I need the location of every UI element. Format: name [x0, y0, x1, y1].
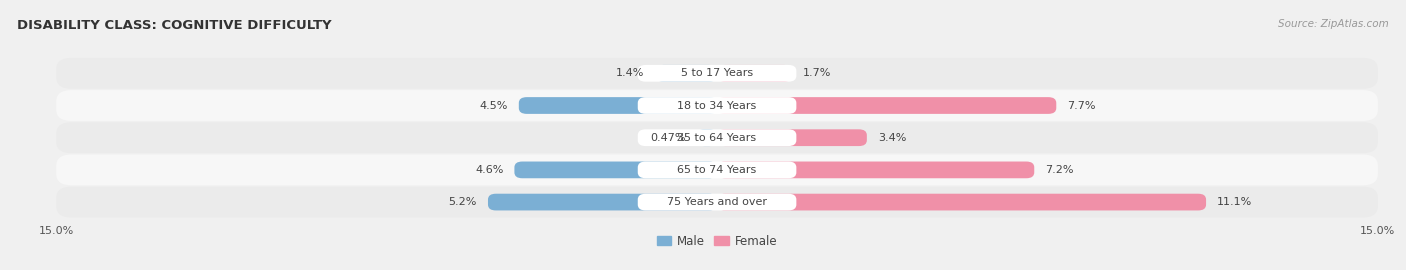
FancyBboxPatch shape: [717, 129, 868, 146]
FancyBboxPatch shape: [488, 194, 717, 210]
FancyBboxPatch shape: [717, 161, 1035, 178]
FancyBboxPatch shape: [56, 187, 1378, 218]
Text: 7.2%: 7.2%: [1045, 165, 1074, 175]
Text: 4.5%: 4.5%: [479, 100, 508, 110]
FancyBboxPatch shape: [717, 194, 1206, 210]
FancyBboxPatch shape: [515, 161, 717, 178]
Text: 0.47%: 0.47%: [650, 133, 685, 143]
FancyBboxPatch shape: [717, 65, 792, 82]
FancyBboxPatch shape: [638, 97, 796, 114]
FancyBboxPatch shape: [56, 122, 1378, 153]
Text: 11.1%: 11.1%: [1218, 197, 1253, 207]
FancyBboxPatch shape: [696, 129, 717, 146]
Text: 1.4%: 1.4%: [616, 68, 644, 78]
Text: DISABILITY CLASS: COGNITIVE DIFFICULTY: DISABILITY CLASS: COGNITIVE DIFFICULTY: [17, 19, 332, 32]
FancyBboxPatch shape: [638, 65, 796, 82]
FancyBboxPatch shape: [655, 65, 717, 82]
Text: 4.6%: 4.6%: [475, 165, 503, 175]
FancyBboxPatch shape: [56, 58, 1378, 89]
Text: 5.2%: 5.2%: [449, 197, 477, 207]
FancyBboxPatch shape: [519, 97, 717, 114]
Text: 7.7%: 7.7%: [1067, 100, 1095, 110]
Text: 5 to 17 Years: 5 to 17 Years: [681, 68, 754, 78]
Text: Source: ZipAtlas.com: Source: ZipAtlas.com: [1278, 19, 1389, 29]
FancyBboxPatch shape: [638, 129, 796, 146]
FancyBboxPatch shape: [638, 194, 796, 210]
Legend: Male, Female: Male, Female: [652, 230, 782, 252]
Text: 65 to 74 Years: 65 to 74 Years: [678, 165, 756, 175]
Text: 3.4%: 3.4%: [877, 133, 907, 143]
FancyBboxPatch shape: [638, 161, 796, 178]
FancyBboxPatch shape: [717, 97, 1056, 114]
Text: 35 to 64 Years: 35 to 64 Years: [678, 133, 756, 143]
FancyBboxPatch shape: [56, 90, 1378, 121]
Text: 1.7%: 1.7%: [803, 68, 831, 78]
FancyBboxPatch shape: [56, 154, 1378, 185]
Text: 75 Years and over: 75 Years and over: [666, 197, 768, 207]
Text: 18 to 34 Years: 18 to 34 Years: [678, 100, 756, 110]
